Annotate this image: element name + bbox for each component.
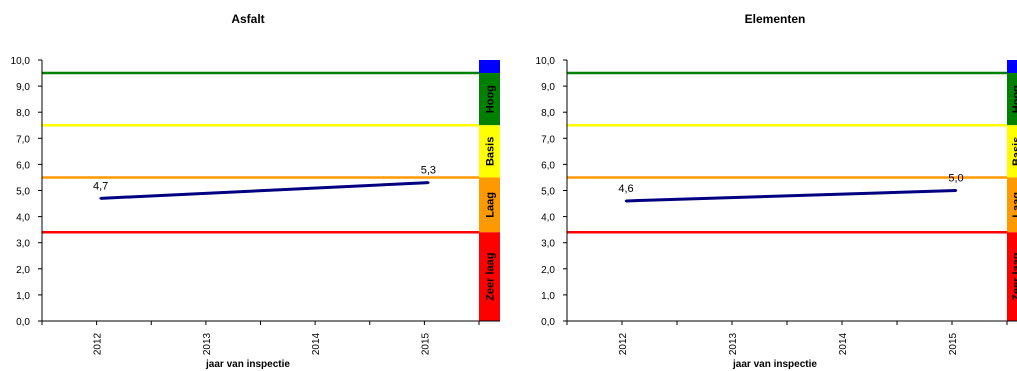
series-line bbox=[625, 189, 957, 203]
band-label: Zeer laag bbox=[1011, 252, 1017, 300]
y-tick-label: 0,0 bbox=[541, 317, 555, 328]
data-label: 5,3 bbox=[421, 165, 436, 177]
band-label: Hoog bbox=[1011, 85, 1017, 113]
y-tick-label: 4,0 bbox=[16, 213, 30, 224]
y-tick-label: 3,0 bbox=[16, 239, 30, 250]
x-tick-label: 2015 bbox=[420, 332, 431, 355]
band-hoog bbox=[1007, 73, 1017, 126]
y-tick-label: 8,0 bbox=[541, 108, 555, 119]
x-tick-label: 2015 bbox=[948, 332, 959, 355]
y-tick-label: 8,0 bbox=[16, 108, 30, 119]
band-label: Laag bbox=[1011, 192, 1017, 218]
y-tick-label: 5,0 bbox=[541, 187, 555, 198]
chart-title: Asfalt bbox=[231, 12, 264, 26]
data-point bbox=[427, 181, 430, 184]
data-point bbox=[624, 199, 628, 203]
y-tick-label: 9,0 bbox=[541, 82, 555, 93]
band-label: Laag bbox=[485, 192, 497, 218]
band-top bbox=[1007, 60, 1017, 74]
data-point bbox=[99, 197, 102, 200]
x-tick-label: 2012 bbox=[93, 332, 104, 355]
y-tick-label: 10,0 bbox=[11, 56, 31, 67]
y-tick-label: 7,0 bbox=[16, 134, 30, 145]
y-tick-label: 6,0 bbox=[16, 160, 30, 171]
chart-title: Elementen bbox=[745, 12, 806, 26]
data-label: 5,0 bbox=[948, 173, 963, 185]
x-axis-title: jaar van inspectie bbox=[205, 359, 290, 370]
x-tick-label: 2012 bbox=[618, 332, 629, 355]
band-label: Zeer laag bbox=[485, 252, 497, 300]
y-tick-label: 6,0 bbox=[541, 160, 555, 171]
data-label: 4,7 bbox=[93, 180, 108, 192]
y-tick-label: 9,0 bbox=[16, 82, 30, 93]
y-tick-label: 5,0 bbox=[16, 187, 30, 198]
x-tick-label: 2014 bbox=[838, 332, 849, 355]
x-tick-label: 2014 bbox=[311, 332, 322, 355]
band-hoog bbox=[479, 73, 500, 126]
band-label: Basis bbox=[1011, 137, 1017, 166]
chart-2: Elementen Hoog Basis Laag Zeer laag 0,0 1,0 2,0… bbox=[536, 12, 1017, 370]
band-laag bbox=[479, 177, 500, 233]
x-tick-label: 2013 bbox=[202, 332, 213, 355]
band-zeer-laag bbox=[479, 232, 500, 321]
y-tick-label: 2,0 bbox=[541, 265, 555, 276]
band-label: Hoog bbox=[485, 85, 497, 113]
y-tick-label: 7,0 bbox=[541, 134, 555, 145]
band-top bbox=[479, 60, 500, 74]
band-zeer-laag bbox=[1007, 232, 1017, 321]
y-tick-label: 1,0 bbox=[541, 291, 555, 302]
y-tick-label: 3,0 bbox=[541, 239, 555, 250]
x-tick-label: 2013 bbox=[728, 332, 739, 355]
y-tick-label: 1,0 bbox=[16, 291, 30, 302]
x-axis-title: jaar van inspectie bbox=[732, 359, 817, 370]
band-basis bbox=[1007, 125, 1017, 178]
y-tick-label: 4,0 bbox=[541, 213, 555, 224]
y-tick-label: 2,0 bbox=[16, 265, 30, 276]
band-laag bbox=[1007, 177, 1017, 233]
data-point bbox=[954, 189, 958, 192]
band-label: Basis bbox=[485, 137, 497, 166]
data-label: 4,6 bbox=[618, 183, 633, 195]
y-tick-label: 10,0 bbox=[536, 56, 556, 67]
band-basis bbox=[479, 125, 500, 178]
chart-1: Asfalt Hoog Basis Laag Zeer laag 0,0 1,0 2,0 3,0… bbox=[11, 12, 500, 370]
y-tick-label: 0,0 bbox=[16, 317, 30, 328]
series-line bbox=[100, 181, 429, 200]
